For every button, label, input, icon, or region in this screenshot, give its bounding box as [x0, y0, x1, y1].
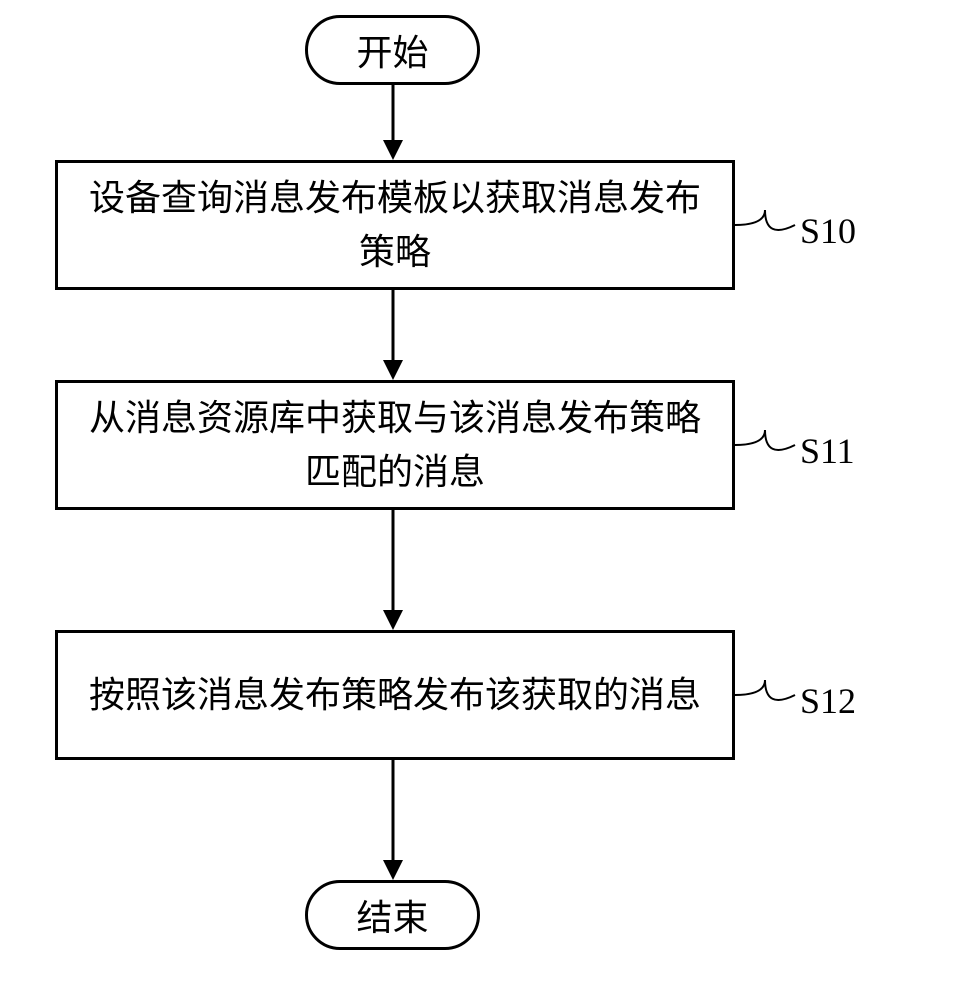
connector-s11 — [735, 425, 800, 465]
label-s12: S12 — [800, 680, 856, 722]
end-label: 结束 — [356, 889, 428, 941]
connector-s10 — [735, 205, 800, 245]
arrow-3 — [378, 510, 408, 630]
process-step3: 按照该消息发布策略发布该获取的消息 — [55, 630, 735, 760]
arrow-2 — [378, 290, 408, 380]
connector-s12 — [735, 675, 800, 715]
label-s10: S10 — [800, 210, 856, 252]
step2-label: 从消息资源库中获取与该消息发布策略匹配的消息 — [78, 391, 712, 499]
start-label: 开始 — [356, 24, 428, 76]
label-s11: S11 — [800, 430, 855, 472]
end-node: 结束 — [305, 880, 480, 950]
step3-label: 按照该消息发布策略发布该获取的消息 — [89, 668, 701, 722]
process-step2: 从消息资源库中获取与该消息发布策略匹配的消息 — [55, 380, 735, 510]
step1-label: 设备查询消息发布模板以获取消息发布策略 — [78, 171, 712, 279]
start-node: 开始 — [305, 15, 480, 85]
arrow-4 — [378, 760, 408, 880]
process-step1: 设备查询消息发布模板以获取消息发布策略 — [55, 160, 735, 290]
flowchart-container: 开始 设备查询消息发布模板以获取消息发布策略 S10 从消息资源库中获取与该消息… — [0, 0, 959, 1000]
arrow-1 — [378, 85, 408, 160]
